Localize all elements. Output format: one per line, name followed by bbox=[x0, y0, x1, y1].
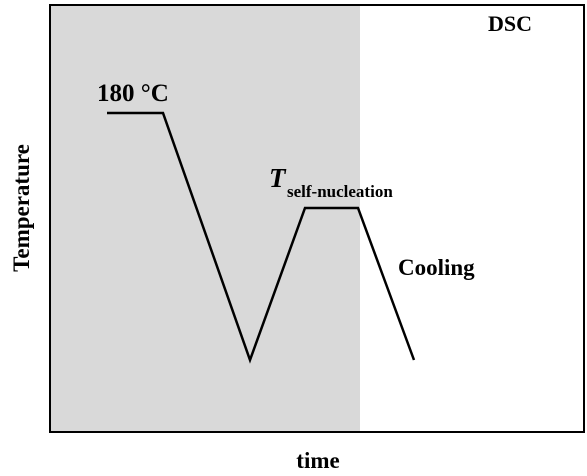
hold-subscript: self-nucleation bbox=[287, 182, 393, 201]
frame bbox=[49, 4, 585, 433]
shaded-region bbox=[50, 5, 360, 432]
start-label: 180 °C bbox=[97, 80, 169, 107]
cooling-label: Cooling bbox=[398, 255, 475, 280]
x-axis-label: time bbox=[296, 448, 339, 473]
y-axis-label: Temperature bbox=[9, 144, 34, 272]
temperature-program bbox=[107, 111, 416, 364]
hold-symbol: T bbox=[269, 163, 287, 193]
title: DSC bbox=[488, 11, 532, 36]
